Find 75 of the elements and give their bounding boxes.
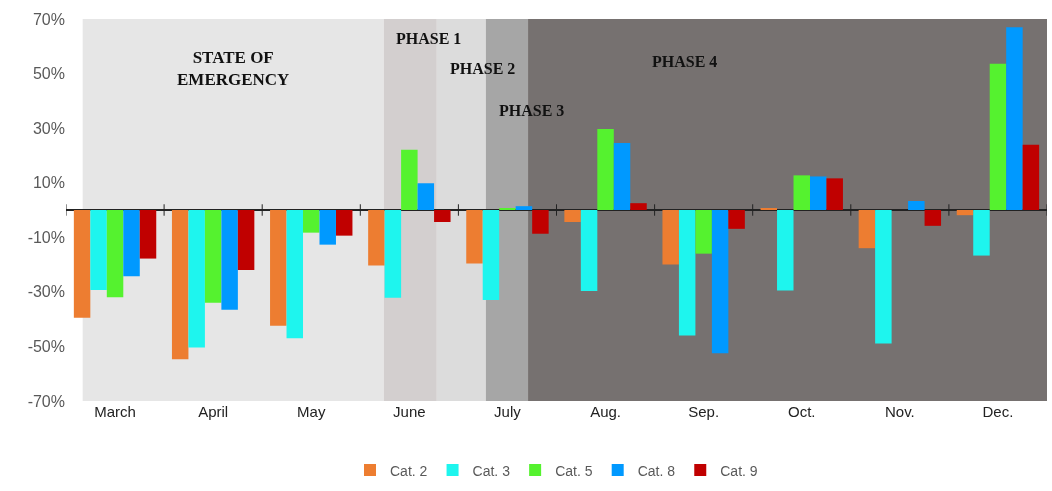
bar	[123, 210, 140, 277]
bar	[973, 210, 990, 256]
x-tick-label: Nov.	[884, 403, 915, 420]
bar	[564, 210, 581, 223]
bar	[335, 210, 353, 236]
bar	[728, 210, 745, 229]
bar	[924, 210, 942, 226]
y-tick-label: -30%	[27, 283, 65, 301]
legend-label: Cat. 9	[720, 462, 758, 479]
bar	[221, 210, 238, 310]
legend-label: Cat. 5	[555, 462, 593, 479]
annotation: PHASE 2	[450, 60, 516, 77]
bar	[90, 210, 107, 290]
bar	[711, 210, 729, 354]
bar	[171, 210, 189, 360]
y-tick-label: -10%	[27, 228, 65, 246]
bar	[188, 210, 205, 348]
bar	[597, 128, 614, 210]
bar	[515, 206, 533, 210]
bar	[826, 178, 843, 210]
bar	[73, 210, 91, 318]
bar	[630, 203, 647, 210]
bar	[319, 210, 336, 245]
y-tick-label: 10%	[32, 174, 65, 192]
bar	[270, 210, 287, 326]
bar	[417, 183, 435, 210]
bar	[466, 210, 483, 264]
y-tick-label: 70%	[32, 10, 65, 28]
x-tick-label: June	[393, 403, 426, 420]
bar	[237, 210, 255, 271]
x-tick-label: July	[494, 403, 522, 420]
bar	[434, 210, 451, 223]
bar	[809, 176, 827, 210]
bar	[908, 201, 925, 210]
bar	[678, 210, 696, 336]
bar	[303, 210, 320, 233]
bar	[989, 63, 1007, 210]
annotation: PHASE 3	[499, 102, 565, 119]
bar	[139, 210, 157, 259]
x-tick-label: May	[297, 403, 326, 420]
x-tick-label: Dec.	[982, 403, 1014, 420]
x-tick-label: April	[198, 403, 229, 420]
bar	[401, 149, 418, 210]
y-tick-label: 50%	[32, 65, 65, 83]
bar	[1006, 27, 1023, 210]
bar	[532, 210, 549, 234]
bar	[613, 142, 631, 210]
legend-label: Cat. 2	[390, 462, 428, 479]
x-tick-label: Aug.	[590, 403, 621, 420]
x-tick-label: Sep.	[688, 403, 720, 420]
bar	[106, 210, 124, 298]
bar	[1022, 144, 1040, 210]
x-tick-label: Oct.	[787, 403, 816, 420]
annotation: PHASE 4	[652, 53, 718, 70]
legend-label: Cat. 3	[472, 462, 511, 479]
y-tick-label: -50%	[27, 338, 65, 356]
bar	[204, 210, 222, 303]
bar	[384, 210, 402, 298]
legend-label: Cat. 8	[637, 462, 676, 479]
bar	[875, 210, 892, 344]
bar	[662, 210, 679, 265]
bar	[695, 210, 712, 254]
bar	[286, 210, 304, 339]
bar	[956, 210, 974, 216]
bar	[482, 210, 500, 301]
bar	[368, 210, 385, 266]
bar	[777, 210, 794, 291]
bar	[580, 210, 598, 292]
y-tick-label: -70%	[27, 392, 65, 410]
x-tick-label: March	[94, 403, 136, 420]
annotation: STATE OF EMERGENCY	[177, 48, 290, 90]
annotation: PHASE 1	[396, 30, 462, 47]
y-tick-label: 30%	[32, 119, 65, 137]
bar	[858, 210, 876, 249]
bar	[793, 175, 810, 210]
